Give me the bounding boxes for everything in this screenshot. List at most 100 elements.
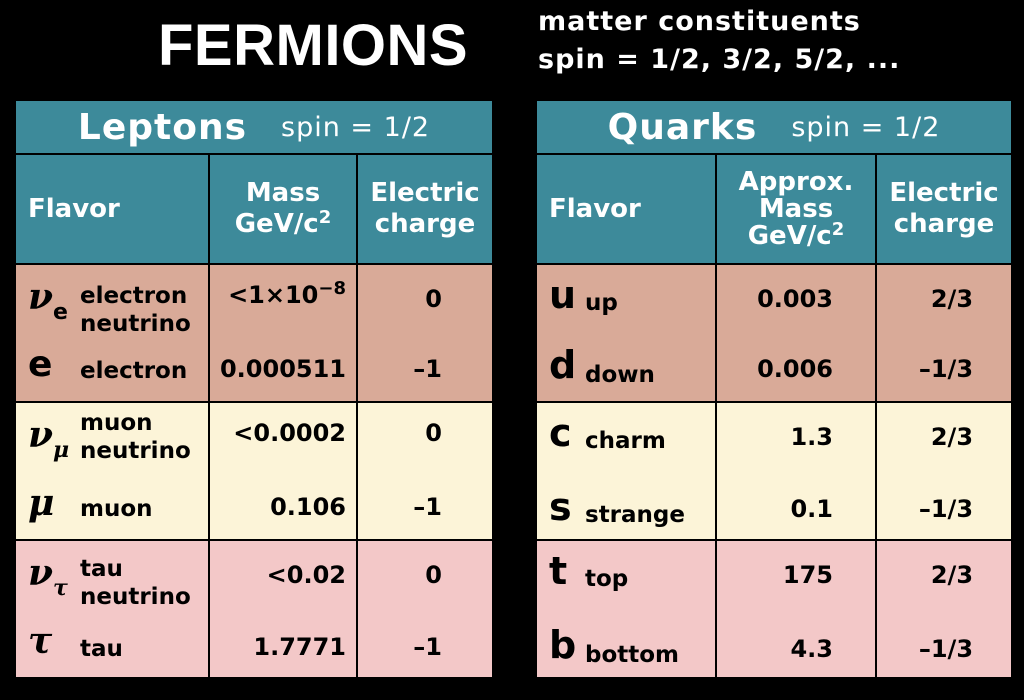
lepton-charge: 0 [425,561,442,589]
quarks-col-charge: Electric charge [874,153,1014,265]
quark-mass: 1.3 [790,423,833,451]
quark-charge-cell: 2/3 –1/3 [874,401,1014,541]
lepton-row: ντ tau neutrino [17,542,207,610]
lepton-name: electron [80,358,188,384]
leptons-col-charge: Electric charge [356,153,494,265]
lepton-charge: 0 [425,419,442,447]
quark-charge-cell: 2/3 –1/3 [874,539,1014,679]
lepton-symbol: τ [28,620,53,662]
quark-charge-cell: 2/3 –1/3 [874,263,1014,403]
quarks-generation-1: u up d down 0.003 0.006 2/3 –1/3 [535,263,1014,403]
quark-flavor-cell: t top b bottom [535,539,717,679]
lepton-mass: <0.02 [266,561,346,589]
quark-row: t top [538,542,714,609]
leptons-spin: spin = 1/2 [281,111,431,143]
quark-charge: 2/3 [930,561,974,589]
quarks-heading-cell: Quarks spin = 1/2 [534,99,1014,155]
lepton-charge: –1 [413,633,442,661]
quark-charge: 2/3 [930,285,974,313]
quark-symbol: d [549,343,577,387]
quarks-col-mass: Approx. Mass GeV/c2 [715,153,877,265]
lepton-flavor-cell: νe electron neutrino e electron [14,263,210,403]
quarks-col-mass-line3-wrap: GeV/c2 [718,220,874,250]
quark-name: up [585,290,618,316]
leptons-heading-cell: Leptons spin = 1/2 [14,99,494,155]
lepton-symbol: νμ [28,414,70,463]
quark-row: c charm [538,404,714,471]
quark-name: charm [585,428,666,454]
quarks-table: Quarks spin = 1/2 Flavor Approx. Mass GeV… [534,99,1014,679]
lepton-name: muon [80,496,153,522]
quark-row: u up [538,266,714,333]
lepton-name: electron neutrino [80,283,191,337]
lepton-mass: <1×10−8 [228,278,346,310]
quark-symbol: t [549,549,568,593]
quarks-col-mass-line1: Approx. [738,166,854,197]
subtitle-line-2: spin = 1/2, 3/2, 5/2, ... [538,44,901,75]
leptons-col-charge-line2: charge [374,209,476,239]
quark-symbol: c [549,411,572,455]
lepton-charge: –1 [413,355,442,383]
quark-flavor-cell: u up d down [535,263,717,403]
lepton-flavor-cell: νμ muon neutrino μ muon [14,401,210,541]
leptons-generation-3: ντ tau neutrino τ tau <0.02 1.7771 0 –1 [14,539,494,679]
lepton-charge-cell: 0 –1 [356,401,494,541]
quark-symbol: s [549,485,572,529]
quark-mass: 0.003 [757,285,833,313]
quark-row: b bottom [538,609,714,676]
lepton-row: e electron [17,333,207,400]
lepton-charge-cell: 0 –1 [356,539,494,679]
lepton-symbol: ντ [28,552,68,601]
leptons-generation-1: νe electron neutrino e electron <1×10−8 … [14,263,494,403]
leptons-generation-2: νμ muon neutrino μ muon <0.0002 0.106 0 … [14,401,494,541]
lepton-mass: <0.0002 [233,419,346,447]
quarks-spin: spin = 1/2 [791,111,941,143]
quarks-generation-2: c charm s strange 1.3 0.1 2/3 –1/3 [535,401,1014,541]
quark-mass: 4.3 [790,635,833,663]
quark-symbol: u [549,273,577,317]
lepton-row: νe electron neutrino [17,266,207,337]
quark-symbol: b [549,623,577,667]
lepton-mass: 0.106 [270,493,346,521]
lepton-mass-cell: <1×10−8 0.000511 [208,263,358,403]
quark-name: bottom [585,642,680,668]
quark-row: d down [538,333,714,400]
lepton-mass-cell: <0.0002 0.106 [208,401,358,541]
lepton-row: μ muon [17,471,207,538]
leptons-heading: Leptons [77,106,248,148]
quark-flavor-cell: c charm s strange [535,401,717,541]
quark-charge: –1/3 [918,635,974,663]
leptons-col-mass-line1: Mass [245,178,321,208]
quarks-col-charge-line1: Electric [889,178,999,208]
lepton-row: νμ muon neutrino [17,404,207,471]
quark-row: s strange [538,471,714,538]
lepton-name: tau [80,636,123,662]
lepton-mass: 0.000511 [219,355,346,383]
lepton-row: τ tau [17,609,207,676]
quarks-col-mass-sup: 2 [831,218,845,240]
quarks-col-mass-line2: Mass [758,193,834,224]
quarks-generation-3: t top b bottom 175 4.3 2/3 –1/3 [535,539,1014,679]
quark-name: strange [585,502,685,528]
quark-mass: 175 [782,561,833,589]
quark-charge: –1/3 [918,355,974,383]
leptons-col-flavor: Flavor [14,153,210,265]
lepton-mass-cell: <0.02 1.7771 [208,539,358,679]
quark-mass-cell: 175 4.3 [715,539,877,679]
page-title: FERMIONS [158,13,469,78]
quark-mass: 0.006 [757,355,833,383]
quark-mass-cell: 1.3 0.1 [715,401,877,541]
quarks-col-charge-line2: charge [893,209,995,239]
lepton-charge-cell: 0 –1 [356,263,494,403]
quark-name: top [585,566,629,592]
lepton-symbol: e [28,344,53,385]
leptons-col-mass-line2-wrap: GeV/c2 [211,209,355,240]
quark-mass-cell: 0.003 0.006 [715,263,877,403]
quarks-heading: Quarks [607,106,758,148]
leptons-col-mass-line2: GeV/c [234,209,319,239]
quark-charge: 2/3 [930,423,974,451]
quark-charge: –1/3 [918,495,974,523]
lepton-name: muon neutrino [80,410,191,464]
leptons-col-charge-line1: Electric [370,178,480,208]
lepton-charge: 0 [425,285,442,313]
